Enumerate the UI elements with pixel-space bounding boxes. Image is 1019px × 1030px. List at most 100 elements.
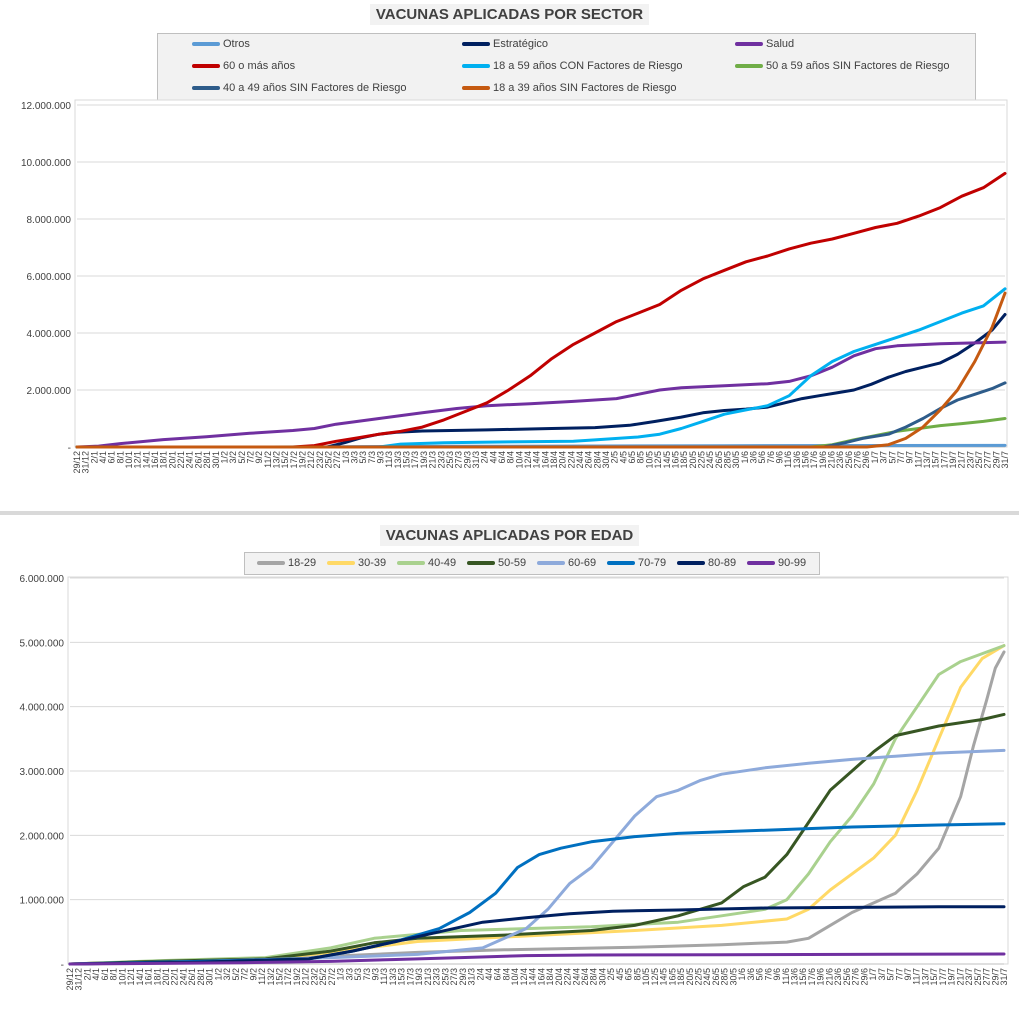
x-tick-label: 9/6 [775,451,785,464]
x-tick-label: 19/3 [414,968,424,986]
x-tick-label: 8/1 [109,968,119,981]
plot-area [74,99,1008,448]
x-tick-label: 15/3 [402,451,412,469]
x-tick-label: 8/4 [501,968,511,981]
x-tick-label: 25/2 [318,968,328,986]
legend-swatch [192,64,220,69]
x-tick-label: 20/5 [685,968,695,986]
x-tick-label: 23/3 [432,968,442,986]
x-tick-label: 14/1 [135,968,145,986]
x-tick-label: 27/7 [982,968,992,986]
x-tick-label: 18/5 [679,451,689,469]
legend-swatch [397,561,425,566]
legend-item-salud: Salud [735,37,794,51]
x-tick-label: 24/5 [705,451,715,469]
x-tick-label: 31/12 [74,968,84,991]
x-tick-label: 16/5 [667,968,677,986]
x-tick-label: 17/2 [283,968,293,986]
x-tick-label: 21/7 [955,968,965,986]
x-tick-label: 27/7 [983,451,993,469]
series-line-40-49 [68,644,1006,966]
x-tick-label: 21/3 [423,968,433,986]
x-tick-label: 2/5 [606,968,616,981]
x-tick-label: 27/6 [853,451,863,469]
x-tick-label: 11/2 [263,451,273,468]
x-tick-label: 13/2 [271,451,281,469]
x-tick-label: 3/7 [879,451,889,464]
series-line-18-29 [68,650,1006,966]
x-tick-label: 12/5 [650,968,660,986]
x-tick-label: 28/5 [722,451,732,469]
x-tick-label: 15/3 [397,968,407,986]
x-tick-label: 25/3 [440,968,450,986]
x-tick-label: 3/2 [228,451,238,464]
x-tick-label: 22/5 [696,451,706,469]
x-tick-label: 13/7 [920,968,930,986]
x-tick-label: 21/2 [306,451,316,469]
x-tick-label: 28/4 [589,968,599,986]
x-tick-label: 29/6 [861,451,871,469]
x-tick-label: 15/2 [274,968,284,986]
x-tick-label: 9/2 [248,968,258,981]
x-tick-label: 31/12 [81,451,91,474]
legend-item-18-59-con: 18 a 59 años CON Factores de Riesgo [462,59,683,73]
x-tick-label: 23/6 [835,451,845,469]
x-tick-label: 29/3 [462,451,472,469]
x-tick-label: 27/3 [449,968,459,986]
legend-item-40-49: 40-49 [397,556,456,570]
x-tick-label: 12/4 [519,968,529,986]
y-tick-label: 4.000.000 [27,329,72,340]
x-tick-label: 13/2 [266,968,276,986]
x-tick-label: 29/7 [990,968,1000,986]
x-tick-label: 31/7 [999,968,1009,986]
x-tick-label: 29/6 [859,968,869,986]
x-tick-label: 11/3 [379,968,389,985]
x-tick-label: 6/4 [493,968,503,981]
x-tick-label: 9/2 [254,451,264,464]
legend-swatch [747,561,775,566]
x-tick-label: 22/4 [563,968,573,986]
y-tick-label: - [61,960,64,971]
x-tick-label: 9/7 [903,968,913,981]
legend-swatch [467,561,495,566]
x-tick-label: 19/7 [947,968,957,986]
series-line-50-59 [68,712,1006,966]
x-tick-label: 8/5 [632,968,642,981]
y-tick-label: 10.000.000 [21,158,71,169]
x-tick-label: 26/1 [193,451,203,469]
x-tick-label: 26/5 [714,451,724,469]
x-tick-label: 1/2 [219,451,229,464]
legend-swatch [462,86,490,91]
x-tick-label: 23/2 [315,451,325,469]
series-line-80-89 [68,905,1006,966]
x-tick-label: 3/6 [748,451,758,464]
series-line-60-o-m-s-a-os [75,171,1007,449]
x-tick-label: 4/1 [91,968,101,981]
y-tick-label: 2.000.000 [20,831,65,842]
x-tick-label: 19/6 [816,968,826,986]
x-tick-label: 22/4 [566,451,576,469]
sector-chart-title: VACUNAS APLICADAS POR SECTOR [0,4,1019,25]
x-tick-label: 2/5 [610,451,620,464]
x-tick-label: 6/4 [497,451,507,464]
x-tick-label: 10/4 [510,968,520,986]
x-tick-label: 15/6 [798,968,808,986]
x-tick-label: 1/6 [737,968,747,981]
series-line-18-a-39-a-os-sin-factores-de-riesgo [75,291,1007,449]
x-tick-label: 2/4 [475,968,485,981]
x-tick-label: 29/12 [72,451,82,474]
x-tick-label: 11/7 [913,451,923,468]
y-tick-label: 8.000.000 [27,215,72,226]
x-tick-label: 1/6 [740,451,750,464]
x-tick-label: 25/6 [844,451,854,469]
x-tick-label: 21/7 [957,451,967,469]
x-tick-label: 10/5 [641,968,651,986]
y-tick-label: - [68,443,71,454]
x-tick-label: 19/3 [419,451,429,469]
legend-item-80-89: 80-89 [677,556,736,570]
x-tick-label: 17/2 [289,451,299,469]
x-tick-label: 2/1 [82,968,92,981]
x-tick-label: 22/5 [693,968,703,986]
x-tick-label: 27/2 [327,968,337,986]
sector-chart-legend: Otros Estratégico Salud 60 o más años 18… [157,33,976,101]
